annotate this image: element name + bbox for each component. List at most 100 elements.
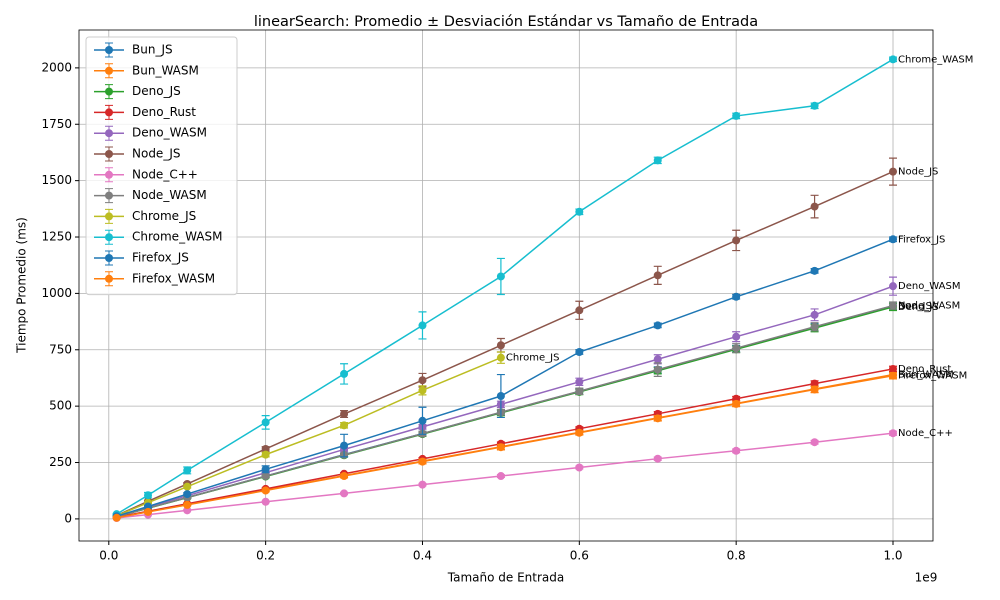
y-tick-label: 500 <box>49 399 72 413</box>
legend-marker <box>105 46 113 54</box>
point <box>261 472 270 481</box>
end-label: Deno_JS <box>898 302 939 313</box>
point <box>810 310 819 319</box>
series <box>112 157 898 520</box>
series-line <box>116 374 894 519</box>
point <box>889 301 898 310</box>
point <box>261 450 270 459</box>
legend-marker <box>105 254 113 262</box>
y-axis-label: Tiempo Promedio (ms) <box>15 217 29 354</box>
point <box>183 490 192 499</box>
series-line <box>116 238 894 517</box>
legend-marker <box>105 129 113 138</box>
point <box>889 371 898 380</box>
legend-label: Firefox_WASM <box>132 271 215 285</box>
legend-marker <box>105 150 113 158</box>
point <box>112 513 121 522</box>
point <box>183 500 192 509</box>
point <box>340 410 349 419</box>
plot-frame <box>78 29 934 542</box>
point <box>810 202 819 211</box>
series <box>112 371 898 522</box>
legend-label: Deno_WASM <box>132 126 207 140</box>
series <box>112 55 898 519</box>
point <box>340 441 349 450</box>
point <box>340 489 349 498</box>
y-tick-label: 1000 <box>41 286 72 300</box>
point <box>340 421 349 430</box>
point <box>889 282 898 291</box>
point <box>732 236 741 245</box>
legend-label: Deno_Rust <box>132 105 196 119</box>
point <box>653 454 662 463</box>
point <box>340 472 349 481</box>
series-line <box>116 170 894 517</box>
point <box>183 482 192 491</box>
y-tick-label: 1750 <box>41 117 72 131</box>
end-label: Chrome_WASM <box>898 54 973 65</box>
point <box>261 444 270 453</box>
point <box>889 364 898 373</box>
point <box>144 507 153 516</box>
point <box>144 491 153 500</box>
point <box>418 386 427 395</box>
x-offset-label: 1e9 <box>915 571 938 585</box>
point <box>732 446 741 455</box>
point <box>575 348 584 357</box>
legend-marker <box>105 191 113 200</box>
point <box>418 321 427 330</box>
point <box>261 418 270 427</box>
legend-label: Bun_JS <box>132 43 173 57</box>
point <box>653 156 662 165</box>
point <box>889 429 898 438</box>
x-tick-label: 0.8 <box>727 549 746 563</box>
end-label: Deno_Rust <box>898 364 951 375</box>
legend-box <box>85 36 238 296</box>
point <box>653 365 662 374</box>
series-line <box>116 368 894 519</box>
end-label: Bun_JS <box>898 301 932 312</box>
legend-marker <box>105 108 113 117</box>
point <box>732 111 741 120</box>
point <box>653 271 662 280</box>
point <box>732 399 741 408</box>
series-line <box>116 58 894 515</box>
y-tick-label: 1500 <box>41 173 72 187</box>
x-tick-label: 0.0 <box>99 549 118 563</box>
point <box>496 341 505 350</box>
legend-marker <box>105 66 113 75</box>
legend-label: Node_JS <box>132 147 180 161</box>
end-label: Node_WASM <box>898 301 960 312</box>
point <box>732 292 741 301</box>
point <box>261 497 270 506</box>
legend-marker <box>105 212 113 221</box>
legend-label: Bun_WASM <box>132 63 199 77</box>
x-tick-label: 0.6 <box>570 549 589 563</box>
point <box>732 344 741 353</box>
legend-label: Chrome_WASM <box>132 230 222 244</box>
y-tick-label: 1250 <box>41 230 72 244</box>
point <box>575 207 584 216</box>
y-tick-label: 750 <box>49 342 72 356</box>
point <box>810 101 819 110</box>
point <box>889 235 898 244</box>
point <box>575 306 584 315</box>
point <box>183 466 192 475</box>
point <box>653 355 662 364</box>
point <box>575 463 584 472</box>
y-tick-label: 250 <box>49 455 72 469</box>
x-tick-label: 0.4 <box>413 549 432 563</box>
legend-label: Deno_JS <box>132 84 181 98</box>
point <box>496 353 505 362</box>
x-tick-label: 0.2 <box>256 549 275 563</box>
legend-label: Node_WASM <box>132 188 207 202</box>
point <box>732 332 741 341</box>
x-axis-label: Tamaño de Entrada <box>447 571 564 585</box>
point <box>575 387 584 396</box>
point <box>575 428 584 437</box>
point <box>418 416 427 425</box>
y-tick-label: 0 <box>64 511 72 525</box>
point <box>653 414 662 423</box>
series-line <box>116 432 894 519</box>
